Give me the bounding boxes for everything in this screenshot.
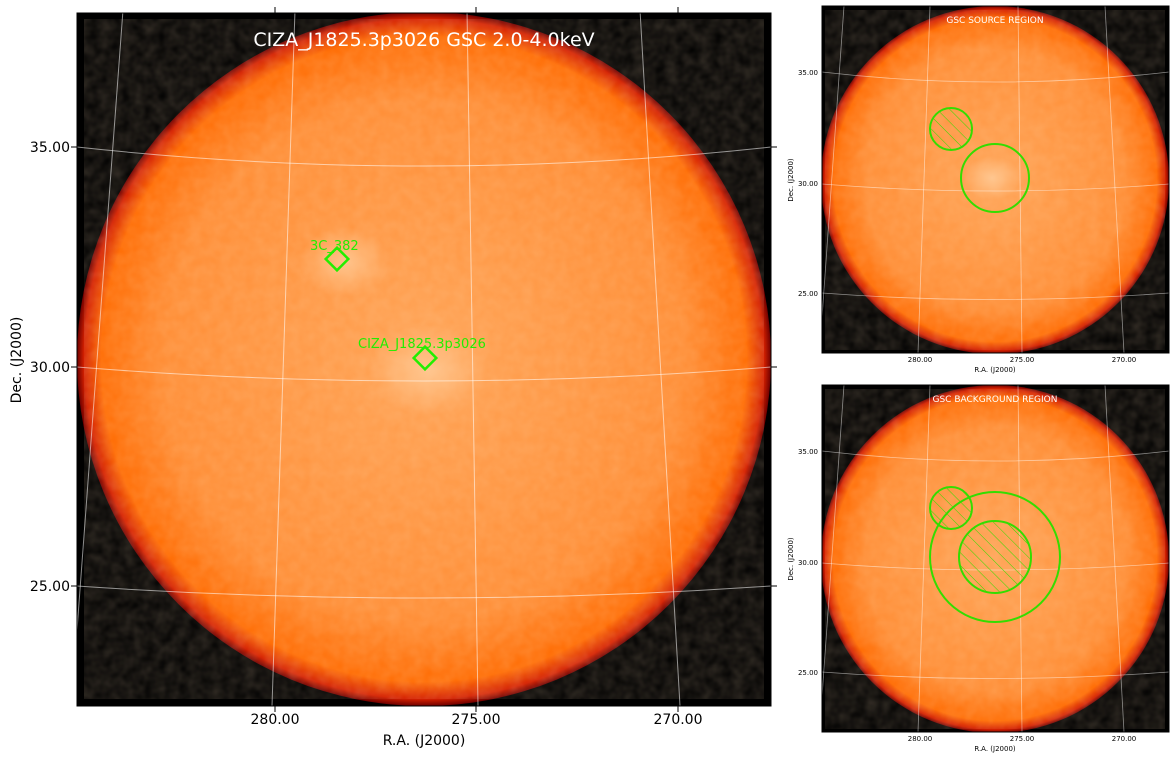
main-ticks [71,7,777,712]
background-region-panel: GSC BACKGROUND REGION 280.00 275.00 270.… [787,384,1170,753]
source-panel-title: GSC SOURCE REGION [946,16,1043,26]
main-coordinate-grid [77,13,771,706]
main-x-tick-label: 270.00 [654,712,703,728]
source-y-tick-label: 35.00 [798,69,818,77]
background-x-tick-label: 275.00 [1010,735,1035,743]
main-plot-frame [76,12,772,707]
main-panel-title: CIZA_J1825.3p3026 GSC 2.0-4.0keV [253,29,594,51]
main-x-axis-label: R.A. (J2000) [383,733,466,749]
main-panel: 3C_382 CIZA_J1825.3p3026 CIZA_J1825.3p30… [9,7,777,749]
source-y-tick-label: 30.00 [798,180,818,188]
source-plot-frame [821,5,1170,354]
main-y-tick-label: 30.00 [30,360,70,376]
background-y-tick-label: 25.00 [798,669,818,677]
main-y-tick-label: 35.00 [30,140,70,156]
main-x-tick-label: 275.00 [452,712,501,728]
background-excluded-source-region [958,520,1032,594]
main-source-glow-ciza [368,325,488,415]
marker-label-ciza: CIZA_J1825.3p3026 [358,337,486,352]
source-region-panel: GSC SOURCE REGION 280.00 275.00 270.00 R… [787,5,1170,374]
background-annulus-outer [929,491,1061,623]
source-x-tick-label: 280.00 [908,356,933,364]
background-y-axis-label: Dec. (J2000) [787,537,795,581]
source-extraction-circle [960,143,1030,213]
marker-3c382-diamond [323,245,351,273]
source-x-tick-label: 275.00 [1010,356,1035,364]
background-panel-title: GSC BACKGROUND REGION [933,395,1058,405]
source-x-axis-label: R.A. (J2000) [974,366,1016,374]
main-y-tick-label: 25.00 [30,579,70,595]
source-y-axis-label: Dec. (J2000) [787,158,795,202]
marker-label-3c382: 3C_382 [310,239,359,254]
main-x-tick-label: 280.00 [251,712,300,728]
source-y-tick-label: 25.00 [798,290,818,298]
background-x-axis-label: R.A. (J2000) [974,745,1016,753]
background-y-tick-label: 35.00 [798,448,818,456]
background-plot-frame [821,384,1170,733]
source-x-tick-label: 270.00 [1112,356,1137,364]
background-x-tick-label: 270.00 [1112,735,1137,743]
background-y-tick-label: 30.00 [798,559,818,567]
source-excluded-region-3c382 [929,107,973,151]
main-y-axis-label: Dec. (J2000) [9,317,25,404]
source-glow [964,156,1020,200]
background-x-tick-label: 280.00 [908,735,933,743]
source-coordinate-grid [822,6,1169,353]
marker-ciza-diamond [411,344,439,372]
